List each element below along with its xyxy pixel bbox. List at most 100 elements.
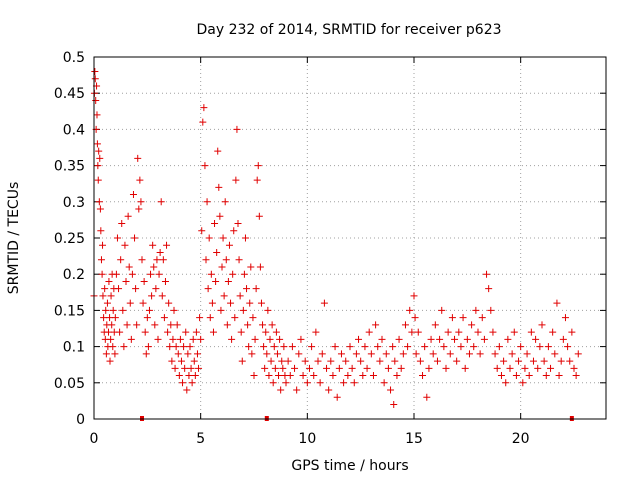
data-point <box>131 234 139 242</box>
data-point <box>151 321 159 329</box>
data-point <box>414 328 422 336</box>
data-point <box>389 343 397 351</box>
data-point <box>167 321 175 329</box>
data-point <box>350 379 358 387</box>
data-point <box>344 372 352 380</box>
data-point <box>201 162 209 170</box>
y-tick-label: 0.05 <box>54 376 85 392</box>
data-point <box>316 379 324 387</box>
data-point <box>468 321 476 329</box>
data-point <box>363 364 371 372</box>
data-point <box>150 263 158 271</box>
data-point <box>205 234 213 242</box>
data-point <box>186 343 194 351</box>
data-point <box>249 314 257 322</box>
data-point <box>183 386 191 394</box>
data-point <box>139 299 147 307</box>
data-point <box>521 364 529 372</box>
data-point <box>197 335 205 343</box>
data-point <box>419 372 427 380</box>
data-point <box>133 321 141 329</box>
data-point <box>263 350 271 358</box>
data-point <box>195 364 203 372</box>
data-point <box>233 125 241 133</box>
data-point <box>318 350 326 358</box>
data-point <box>248 350 256 358</box>
data-point <box>225 241 233 249</box>
data-point <box>519 379 527 387</box>
data-point <box>555 372 563 380</box>
data-point <box>184 350 192 358</box>
data-point <box>120 343 128 351</box>
data-point <box>534 364 542 372</box>
data-point <box>532 335 540 343</box>
data-point <box>217 306 225 314</box>
data-point <box>346 343 354 351</box>
data-point <box>348 364 356 372</box>
data-point <box>431 321 439 329</box>
data-point <box>143 314 151 322</box>
data-point <box>391 357 399 365</box>
data-point <box>390 401 398 409</box>
data-point <box>465 350 473 358</box>
data-point <box>331 343 339 351</box>
data-point <box>314 357 322 365</box>
data-point <box>98 270 106 278</box>
data-point <box>227 299 235 307</box>
data-point <box>483 270 491 278</box>
y-tick-label: 0.3 <box>63 195 85 211</box>
data-point <box>267 357 275 365</box>
data-point <box>111 350 119 358</box>
data-point <box>476 350 484 358</box>
data-point <box>459 314 467 322</box>
data-point <box>171 364 179 372</box>
data-point <box>96 154 104 162</box>
data-point <box>149 241 157 249</box>
data-point <box>132 285 140 293</box>
data-point <box>193 350 201 358</box>
data-point <box>288 343 296 351</box>
data-point <box>190 357 198 365</box>
data-point <box>204 285 212 293</box>
data-point <box>429 350 437 358</box>
data-point <box>191 372 199 380</box>
data-point <box>327 357 335 365</box>
data-point <box>440 343 448 351</box>
data-point <box>506 364 514 372</box>
data-point <box>241 234 249 242</box>
data-point <box>147 270 155 278</box>
data-point <box>301 357 309 365</box>
data-point <box>410 292 418 300</box>
data-point <box>163 241 171 249</box>
data-point <box>97 256 105 264</box>
data-point <box>252 285 260 293</box>
data-point <box>399 350 407 358</box>
data-point <box>280 343 288 351</box>
data-point <box>173 321 181 329</box>
data-point <box>384 364 392 372</box>
data-point <box>102 350 110 358</box>
data-point <box>561 314 569 322</box>
data-point <box>235 256 243 264</box>
data-point <box>268 321 276 329</box>
data-point <box>303 379 311 387</box>
data-point <box>231 314 239 322</box>
data-point <box>91 67 99 75</box>
data-point <box>119 306 127 314</box>
data-point <box>293 386 301 394</box>
data-point <box>107 335 115 343</box>
data-point <box>138 256 146 264</box>
data-point <box>257 299 265 307</box>
data-point <box>515 357 523 365</box>
data-point <box>222 256 230 264</box>
data-point <box>125 263 133 271</box>
data-point <box>401 321 409 329</box>
data-point <box>278 357 286 365</box>
data-point <box>427 335 435 343</box>
data-point <box>470 343 478 351</box>
data-point <box>101 285 109 293</box>
data-point <box>96 205 104 213</box>
data-point <box>551 350 559 358</box>
data-point <box>393 372 401 380</box>
data-point <box>286 372 294 380</box>
